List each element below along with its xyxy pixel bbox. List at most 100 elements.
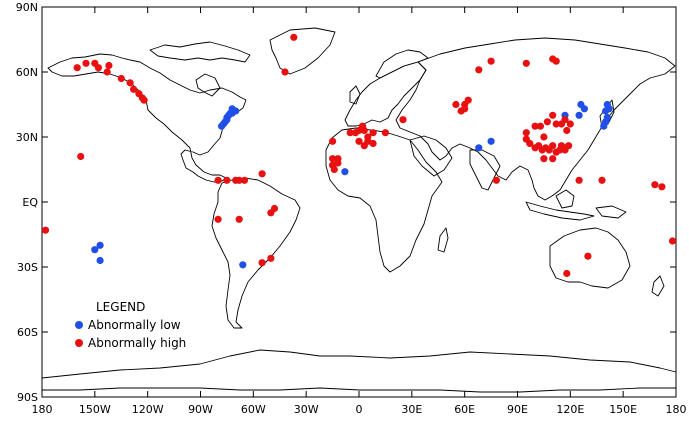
- abnormally-high-marker: [381, 129, 389, 137]
- lon-tick-label: 180: [666, 403, 687, 416]
- abnormally-high-marker: [130, 85, 138, 93]
- lat-tick-label: 60N: [16, 66, 38, 79]
- abnormally-high-marker: [522, 129, 530, 137]
- abnormally-high-marker: [329, 155, 337, 163]
- abnormally-high-marker: [267, 254, 275, 262]
- abnormally-high-marker: [487, 57, 495, 65]
- coast-antarctica: [41, 349, 677, 393]
- abnormally-high-marker: [82, 59, 90, 67]
- abnormally-high-marker: [281, 68, 289, 76]
- lon-tick-label: 60W: [241, 403, 266, 416]
- abnormally-high-marker: [531, 122, 539, 130]
- lon-tick-label: 30E: [401, 403, 422, 416]
- abnormally-high-marker: [235, 215, 243, 223]
- lat-tick-label: 90N: [16, 1, 38, 14]
- abnormally-high-marker: [563, 126, 571, 135]
- lat-tick-label: 30N: [16, 131, 38, 144]
- abnormally-low-marker: [575, 111, 583, 119]
- legend-high-marker: [75, 339, 83, 347]
- lat-tick-label: 90S: [17, 391, 38, 404]
- abnormally-high-marker: [575, 176, 583, 184]
- coast-borneo: [555, 189, 575, 209]
- abnormally-high-marker: [668, 237, 677, 245]
- abnormally-high-marker: [526, 139, 534, 148]
- lon-tick-label: 150W: [79, 403, 111, 416]
- abnormally-high-marker: [258, 259, 266, 267]
- latitude-labels: 90N 60N 30N EQ 30S 60S 90S: [16, 1, 39, 404]
- abnormally-high-marker: [464, 96, 472, 104]
- coast-greenland: [269, 27, 336, 75]
- abnormally-low-marker: [228, 105, 236, 113]
- lon-tick-label: 90E: [507, 403, 528, 416]
- lon-tick-label: 60E: [454, 403, 475, 416]
- coast-arabia: [409, 135, 453, 177]
- lat-tick-label: 30S: [17, 261, 38, 274]
- coast-europe: [344, 61, 427, 127]
- abnormally-high-marker: [140, 96, 148, 104]
- abnormally-high-marker: [73, 64, 81, 72]
- coast-uk: [349, 85, 361, 105]
- abnormally-high-marker: [103, 68, 111, 76]
- abnormally-high-marker: [290, 33, 298, 41]
- abnormally-high-marker: [563, 269, 571, 278]
- lon-tick-label: 120E: [556, 403, 584, 416]
- abnormally-low-marker: [239, 261, 247, 269]
- abnormally-high-marker: [214, 215, 222, 223]
- longitude-labels: 180 150W 120W 90W 60W 30W 0 30E 60E 90E 120E 150E 18…: [32, 403, 687, 416]
- abnormally-high-marker: [399, 116, 407, 124]
- points-abnormally-low: [91, 100, 613, 269]
- abnormally-high-marker: [240, 176, 249, 184]
- abnormally-high-marker: [475, 66, 483, 74]
- abnormally-high-marker: [658, 183, 666, 191]
- abnormally-high-marker: [41, 226, 50, 234]
- abnormally-high-marker: [565, 142, 573, 150]
- abnormally-low-marker: [487, 137, 495, 145]
- legend-title: LEGEND: [96, 300, 145, 314]
- abnormally-high-marker: [536, 122, 545, 130]
- coast-hudson: [195, 73, 221, 97]
- coast-asia: [395, 37, 676, 201]
- abnormally-low-marker: [91, 246, 99, 254]
- coast-north-america: [47, 53, 247, 183]
- legend: LEGEND Abnormally low Abnormally high: [75, 300, 186, 350]
- abnormally-high-marker: [126, 79, 134, 87]
- abnormally-high-marker: [651, 181, 659, 189]
- lon-tick-label: 150E: [609, 403, 637, 416]
- lon-tick-label: 120W: [132, 403, 164, 416]
- coast-india: [469, 149, 501, 191]
- abnormally-low-marker: [605, 105, 613, 113]
- lon-tick-label: 90W: [188, 403, 213, 416]
- abnormally-high-marker: [105, 61, 113, 70]
- abnormally-low-marker: [96, 256, 104, 265]
- coast-arctic-islands: [149, 41, 251, 63]
- abnormally-high-marker: [584, 252, 592, 260]
- abnormally-high-marker: [549, 111, 557, 119]
- abnormally-high-marker: [270, 204, 279, 213]
- abnormally-low-marker: [580, 105, 589, 113]
- coast-indonesia: [525, 201, 595, 221]
- abnormally-high-marker: [598, 176, 606, 184]
- lat-tick-label: EQ: [22, 196, 38, 209]
- coast-new-guinea: [595, 205, 627, 219]
- legend-low-label: Abnormally low: [88, 318, 181, 332]
- abnormally-low-marker: [475, 144, 483, 152]
- abnormally-high-marker: [461, 105, 469, 113]
- abnormally-high-marker: [355, 137, 363, 145]
- abnormally-high-marker: [330, 165, 338, 174]
- abnormally-high-marker: [522, 59, 530, 67]
- coast-africa: [325, 127, 443, 273]
- abnormally-high-marker: [358, 122, 367, 130]
- legend-high-label: Abnormally high: [88, 336, 186, 350]
- abnormally-high-marker: [94, 64, 102, 72]
- coast-madagascar: [437, 227, 449, 253]
- abnormally-high-marker: [223, 176, 231, 184]
- abnormally-high-marker: [540, 155, 548, 163]
- abnormally-high-marker: [235, 176, 243, 184]
- lon-tick-label: 0: [356, 403, 363, 416]
- lat-tick-label: 60S: [17, 326, 38, 339]
- abnormally-high-marker: [214, 176, 222, 184]
- abnormally-high-marker: [117, 74, 125, 83]
- coast-australia: [549, 227, 631, 289]
- abnormally-high-marker: [452, 100, 460, 109]
